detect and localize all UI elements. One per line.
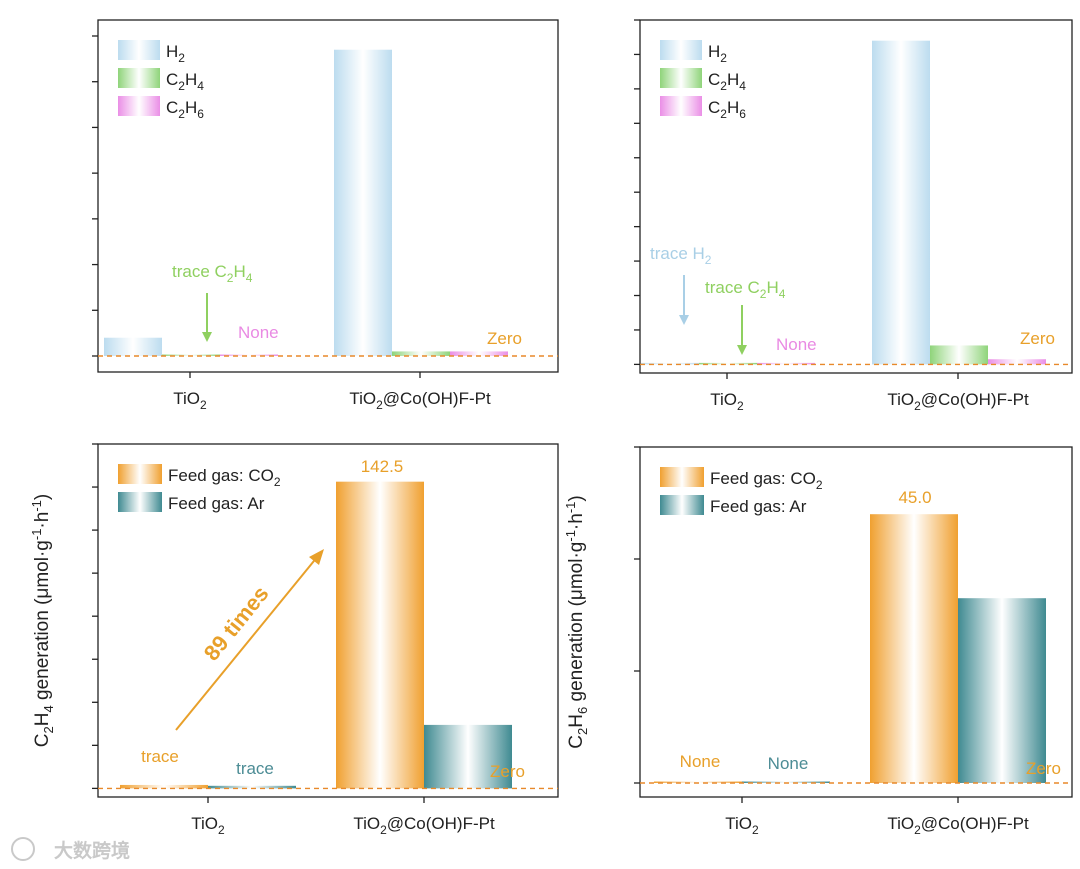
legend-swatch bbox=[118, 68, 160, 88]
legend-swatch bbox=[660, 68, 702, 88]
plot-frame bbox=[639, 19, 1073, 374]
arrow-head bbox=[309, 549, 324, 565]
x-tick-label: TiO2 bbox=[710, 390, 744, 413]
watermark: 大数跨境 bbox=[11, 837, 130, 862]
bar-c2h4 bbox=[699, 362, 757, 365]
bar-c2h4 bbox=[392, 351, 450, 356]
legend-label: Feed gas: Ar bbox=[710, 497, 807, 516]
plot-frame bbox=[97, 443, 559, 798]
bar-c2h6 bbox=[450, 351, 508, 356]
x-tick-label: TiO2@Co(OH)F-Pt bbox=[887, 390, 1029, 413]
chart-panel-4: TiO2 TiO2@Co(OH)F-Pt C2H6 generation (μmol… bbox=[563, 446, 1073, 837]
x-tick-label: TiO2@Co(OH)F-Pt bbox=[353, 814, 495, 837]
bar-c2h4 bbox=[162, 354, 220, 356]
legend-label: H2 bbox=[166, 42, 185, 65]
bar-co2 bbox=[336, 481, 424, 789]
bar-c2h6 bbox=[988, 359, 1046, 365]
legend-swatch bbox=[660, 40, 702, 60]
x-tick-label: TiO2 bbox=[725, 814, 759, 837]
legend-swatch bbox=[118, 492, 162, 512]
bar-c2h6 bbox=[757, 362, 815, 365]
annotation: trace bbox=[141, 747, 179, 766]
bar-c2h4 bbox=[930, 345, 988, 365]
legend-label: Feed gas: Ar bbox=[168, 494, 265, 513]
watermark-logo bbox=[11, 837, 35, 861]
legend-label: H2 bbox=[708, 42, 727, 65]
chart-panel-3: TiO2 TiO2@Co(OH)F-Pt C2H4 generation (μmol… bbox=[29, 443, 559, 837]
annotation: 45.0 bbox=[898, 488, 931, 507]
bar-c2h6 bbox=[220, 354, 278, 356]
annotation: Zero bbox=[487, 329, 522, 348]
legend-swatch bbox=[118, 464, 162, 484]
arrow-head bbox=[737, 345, 747, 355]
annotation: trace H2 bbox=[650, 244, 712, 267]
legend-swatch bbox=[660, 96, 702, 116]
annotation: Zero bbox=[1020, 329, 1055, 348]
x-tick-label: TiO2 bbox=[191, 814, 225, 837]
x-tick-label: TiO2@Co(OH)F-Pt bbox=[349, 389, 491, 412]
bar-ar bbox=[958, 598, 1046, 783]
annotation: 142.5 bbox=[361, 457, 404, 476]
annotation: None bbox=[768, 754, 809, 773]
annotation: None bbox=[238, 323, 279, 342]
x-tick-label: TiO2@Co(OH)F-Pt bbox=[887, 814, 1029, 837]
chart-panel-2: TiO2 TiO2@Co(OH)F-Pt H2 C2H4 C2H6 trace H2 tra… bbox=[634, 19, 1073, 413]
x-tick-label: TiO2 bbox=[173, 389, 207, 412]
arrow-head bbox=[202, 332, 212, 342]
legend-label: Feed gas: CO2 bbox=[710, 469, 823, 492]
plot-frame bbox=[97, 19, 559, 373]
bar-h2 bbox=[334, 49, 392, 356]
legend-label: C2H6 bbox=[708, 98, 746, 121]
legend-label: Feed gas: CO2 bbox=[168, 466, 281, 489]
y-axis-label: C2H6 generation (μmol·g-1·h-1) bbox=[563, 495, 590, 748]
legend-swatch bbox=[660, 467, 704, 487]
legend-swatch bbox=[118, 40, 160, 60]
bar-h2 bbox=[641, 362, 699, 365]
y-axis-label: C2H4 generation (μmol·g-1·h-1) bbox=[29, 494, 56, 747]
bar-h2 bbox=[104, 337, 162, 356]
bar-h2 bbox=[872, 40, 930, 365]
legend-swatch bbox=[118, 96, 160, 116]
bar-co2 bbox=[870, 514, 958, 783]
annotation: Zero bbox=[1026, 759, 1061, 778]
plot-frame bbox=[639, 446, 1073, 798]
annotation: trace bbox=[236, 759, 274, 778]
legend-swatch bbox=[660, 495, 704, 515]
annotation: trace C2H4 bbox=[172, 262, 253, 285]
arrow-shaft bbox=[175, 555, 319, 731]
legend-label: C2H6 bbox=[166, 98, 204, 121]
legend-label: C2H4 bbox=[166, 70, 204, 93]
bar-co2 bbox=[120, 784, 208, 789]
bar-co2 bbox=[654, 781, 742, 783]
arrow-head bbox=[679, 315, 689, 325]
annotation: trace C2H4 bbox=[705, 278, 786, 301]
annotation: None bbox=[776, 335, 817, 354]
watermark-text: 大数跨境 bbox=[54, 839, 130, 862]
chart-panel-1: TiO2 TiO2@Co(OH)F-Pt H2 C2H4 C2H6 trace C2H4 N… bbox=[92, 19, 559, 412]
annotation: None bbox=[680, 752, 721, 771]
bar-ar bbox=[208, 785, 296, 789]
bar-ar bbox=[424, 724, 512, 789]
annotation: Zero bbox=[490, 762, 525, 781]
bar-ar bbox=[742, 781, 830, 783]
legend-label: C2H4 bbox=[708, 70, 746, 93]
